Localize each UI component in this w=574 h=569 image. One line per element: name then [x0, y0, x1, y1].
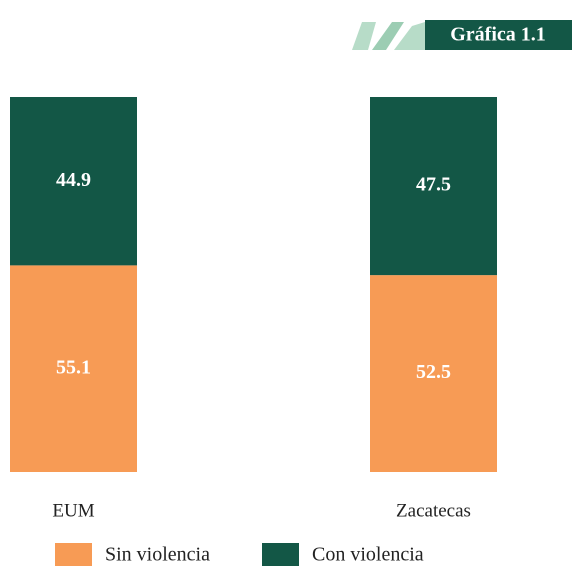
x-tick-label: Zacatecas — [396, 500, 471, 521]
value-label: 52.5 — [416, 361, 451, 383]
bar-segment — [370, 97, 497, 276]
legend-swatch — [55, 543, 92, 566]
legend-label: Con violencia — [312, 544, 424, 566]
title-box — [425, 20, 572, 50]
value-label: 55.1 — [56, 356, 91, 378]
decor-shape — [394, 22, 425, 50]
value-label: 47.5 — [416, 174, 451, 196]
legend-label: Sin violencia — [105, 544, 210, 566]
bar-segment — [10, 265, 137, 472]
bar-segment — [10, 97, 137, 266]
decor-shape — [372, 22, 404, 50]
decor-shape — [352, 22, 376, 50]
chart-title: Gráfica 1.1 — [450, 24, 546, 46]
value-label: 44.9 — [56, 169, 91, 191]
legend-swatch — [262, 543, 299, 566]
title-decoration — [352, 20, 572, 50]
x-tick-label: EUM — [52, 500, 94, 521]
bar-segment — [370, 275, 497, 472]
